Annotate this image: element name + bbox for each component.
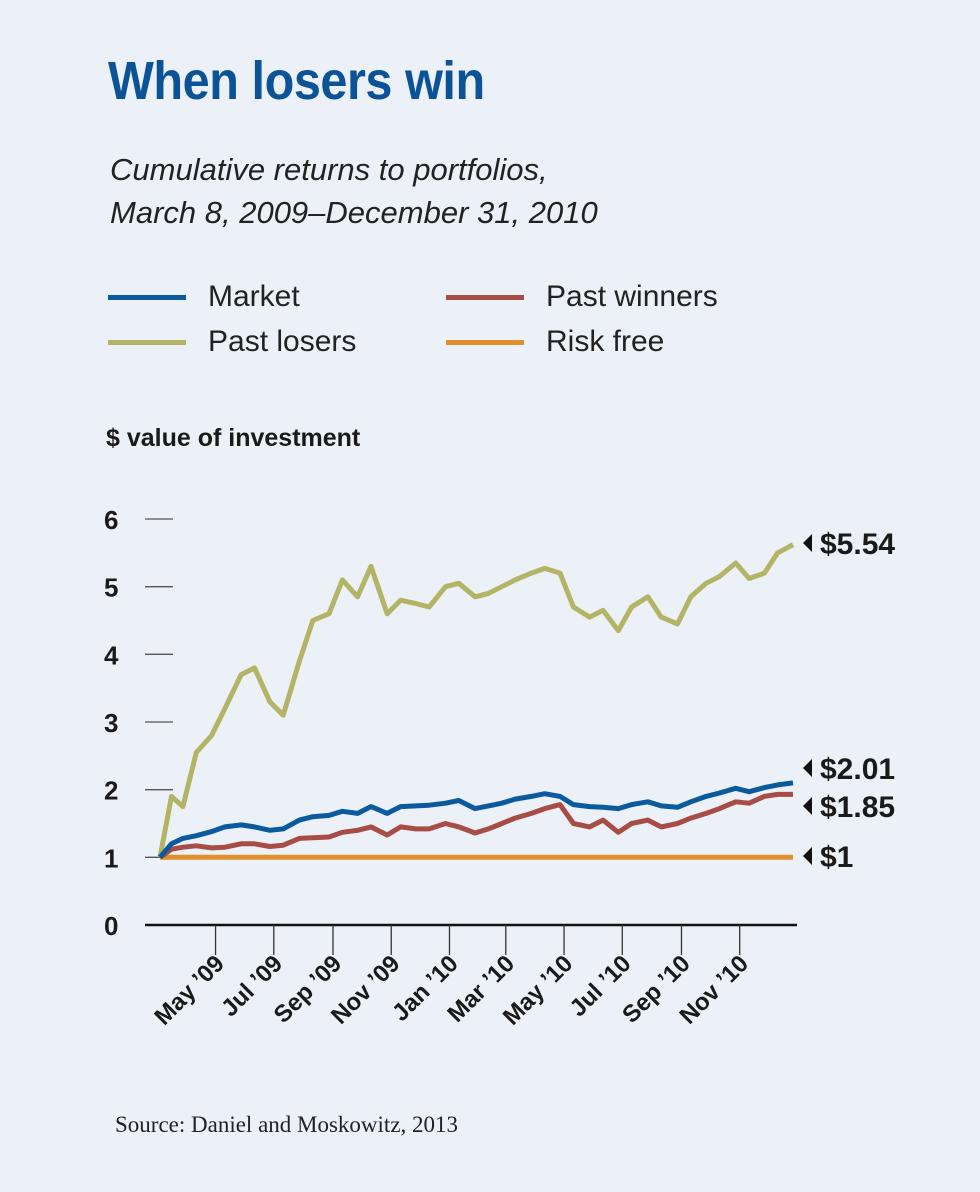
source-note: Source: Daniel and Moskowitz, 2013 [115,1112,459,1137]
chart-title: When losers win [108,51,485,111]
legend-swatch-past-winners [446,294,524,300]
legend-label: Market [208,280,300,313]
end-value-label: $1 [820,841,853,874]
y-tick-label: 6 [104,505,118,535]
legend-item-past-winners: Past winners [446,280,718,314]
legend-swatch-past-losers [108,339,186,345]
chart-subtitle: Cumulative returns to portfolios, March … [110,148,598,234]
legend-label: Past losers [208,325,357,358]
legend-swatch-market [108,294,186,300]
y-tick-label: 0 [104,911,118,941]
legend-item-risk-free: Risk free [446,325,664,359]
end-label-pointer-icon [803,759,812,777]
y-tick-label: 2 [104,776,118,806]
end-value-label: $1.85 [820,791,895,824]
subtitle-line-1: Cumulative returns to portfolios, [110,152,548,187]
end-value-label: $5.54 [820,528,895,561]
legend-label: Past winners [546,280,718,313]
end-label-pointer-icon [803,797,812,815]
series-line-market [158,780,794,859]
series-line-past-losers [157,542,795,858]
x-tick-label: May ’09 [149,950,229,1030]
y-tick-label: 5 [104,573,118,603]
end-value-label: $2.01 [820,753,895,786]
y-tick-label: 1 [104,843,118,873]
y-tick-label: 3 [104,708,118,738]
legend-item-market: Market [108,280,300,314]
series-line-past-winners [158,791,793,860]
end-label-pointer-icon [803,847,812,865]
legend-label: Risk free [546,325,665,358]
subtitle-line-2: March 8, 2009–December 31, 2010 [110,195,598,230]
y-tick-label: 4 [104,640,119,670]
end-label-pointer-icon [803,534,812,552]
y-axis-label: $ value of investment [106,424,361,452]
legend-item-past-losers: Past losers [108,325,356,359]
legend-swatch-risk-free [446,339,524,345]
